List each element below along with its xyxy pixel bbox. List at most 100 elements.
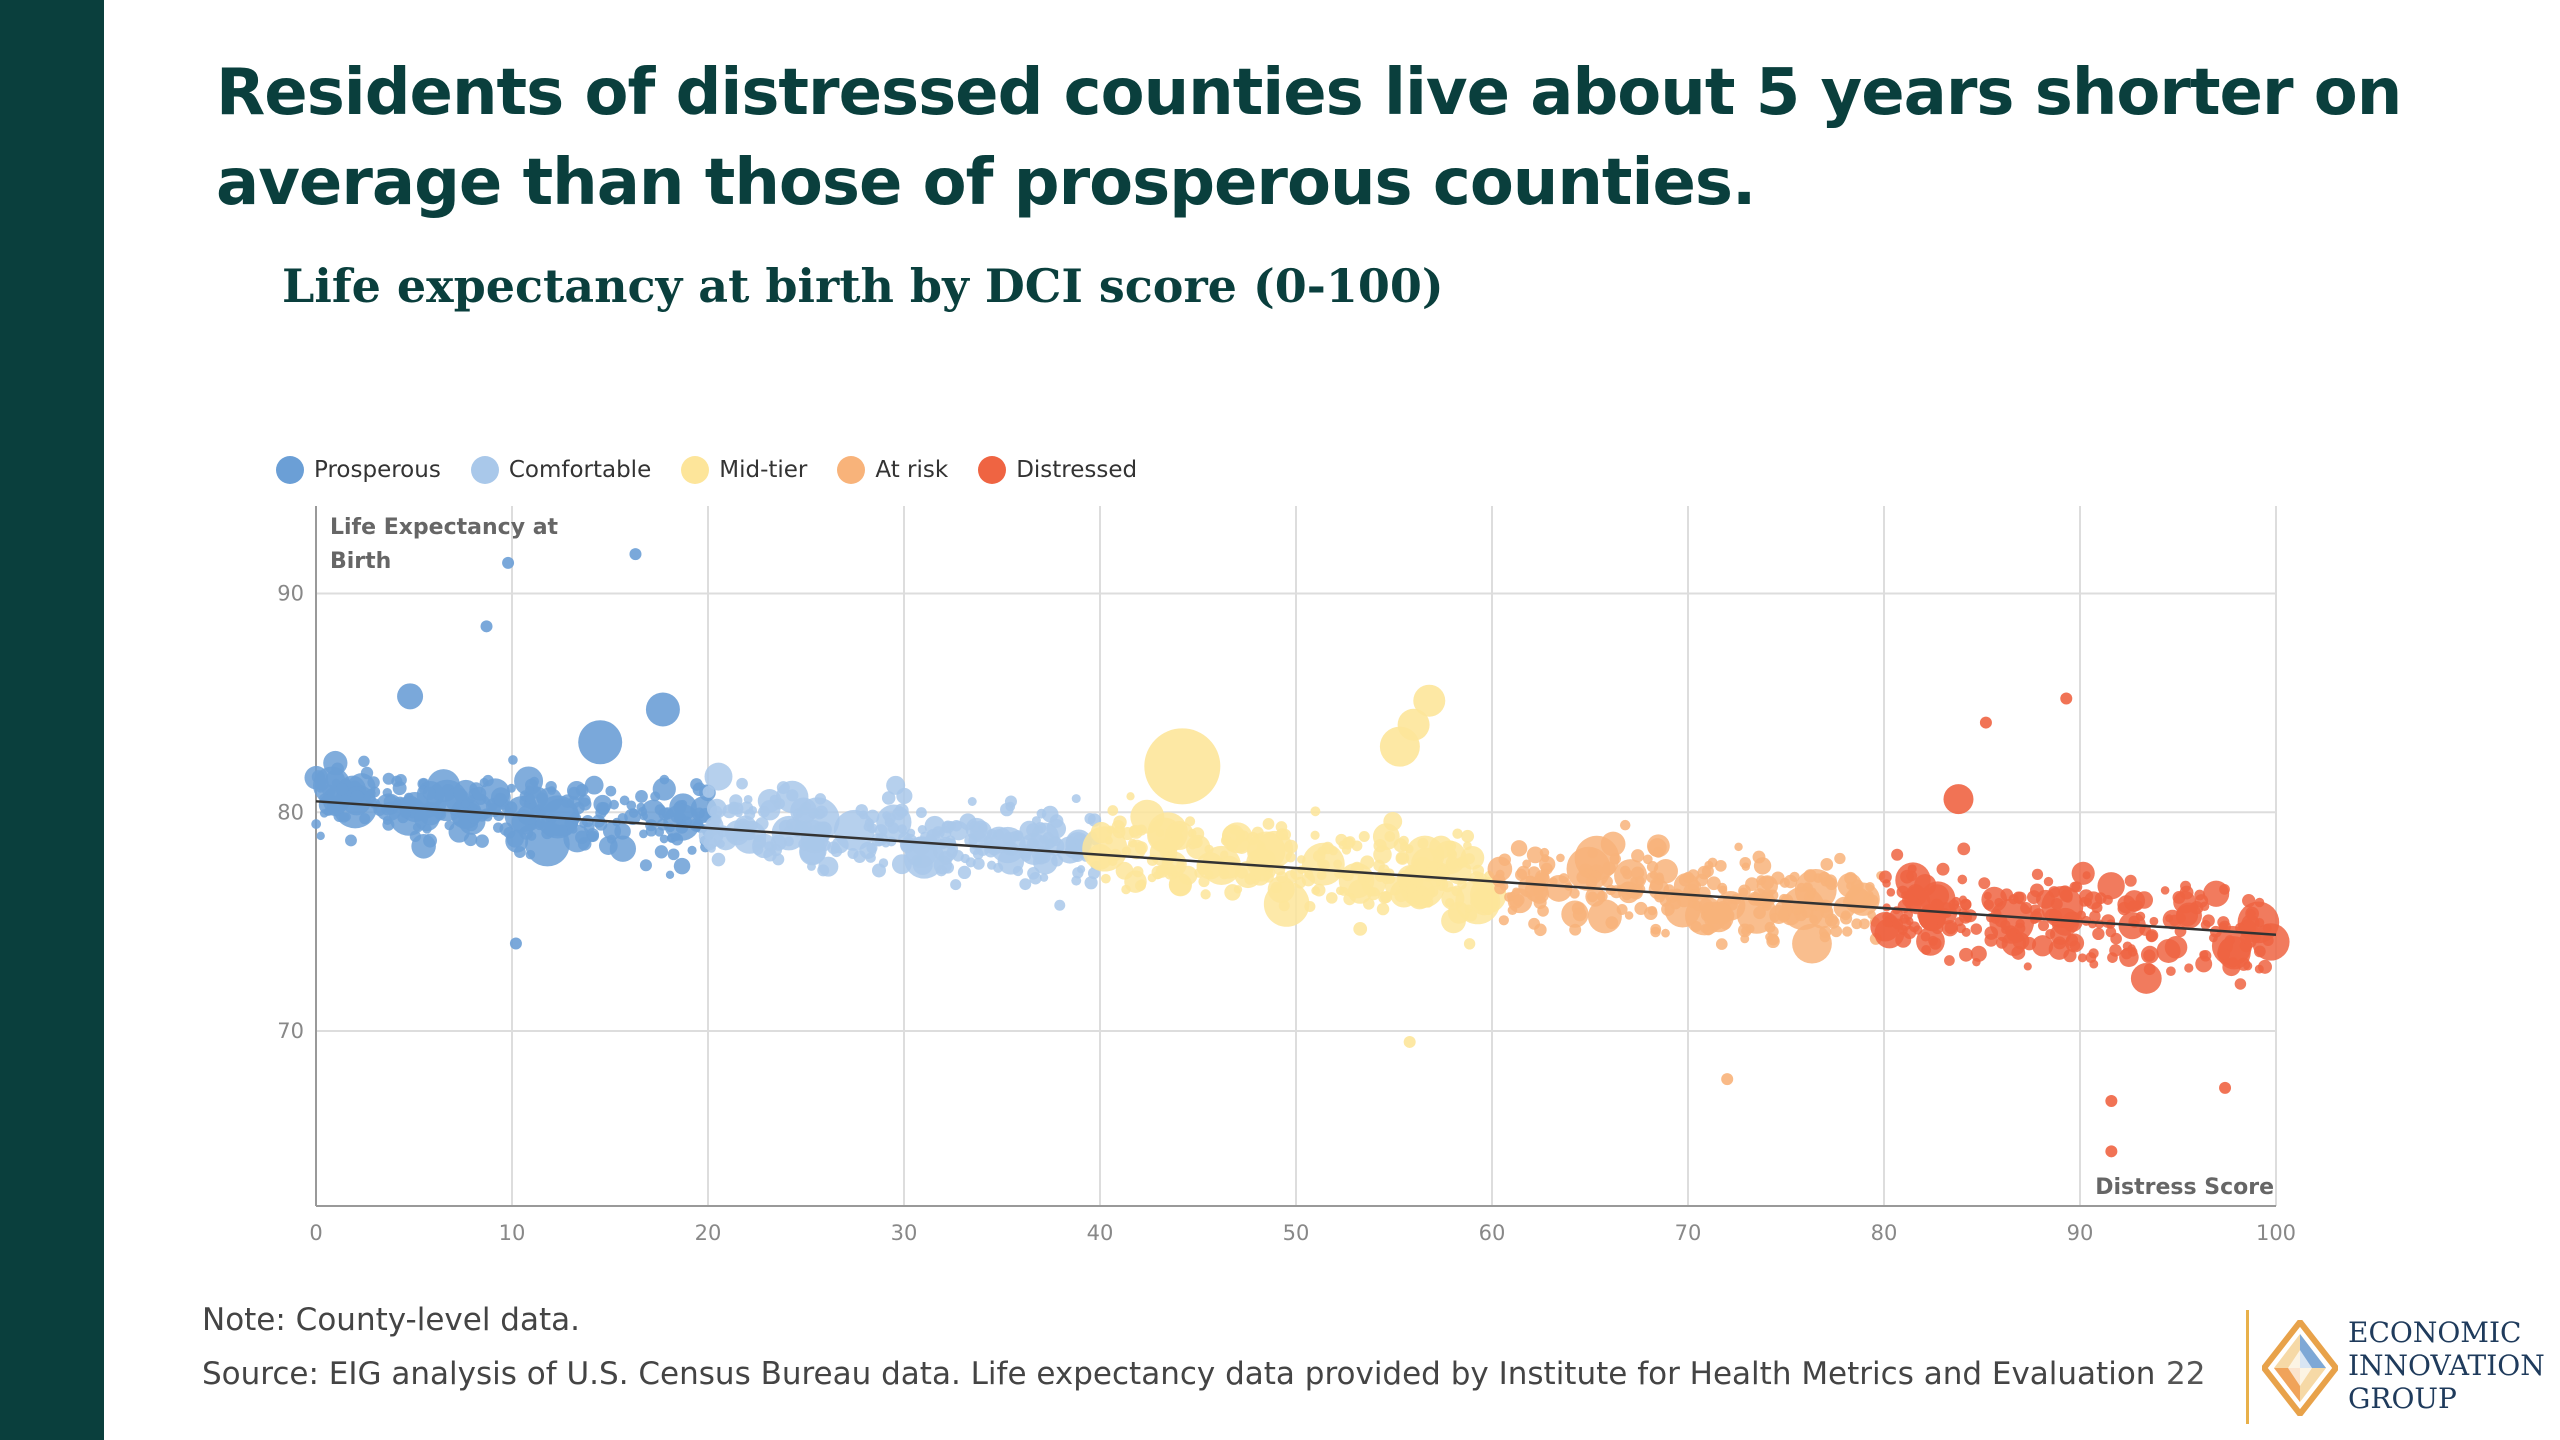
data-point	[598, 802, 611, 815]
x-tick-label: 90	[2067, 1221, 2094, 1245]
data-point	[1196, 852, 1224, 880]
data-point	[2164, 935, 2188, 959]
data-point	[1745, 877, 1759, 891]
legend-item[interactable]: Comfortable	[470, 456, 651, 484]
data-point	[1121, 846, 1132, 857]
data-point	[2254, 918, 2265, 928]
data-point	[1834, 852, 1846, 865]
data-point	[1084, 876, 1098, 890]
data-point	[1596, 890, 1608, 902]
data-point	[2162, 909, 2183, 930]
data-point	[1000, 802, 1014, 817]
data-point	[1761, 888, 1774, 901]
data-point	[1107, 805, 1119, 816]
data-point	[1769, 913, 1780, 923]
data-point	[1654, 891, 1666, 903]
eig-logo-icon	[2262, 1320, 2338, 1416]
data-point	[897, 824, 907, 834]
data-point	[1155, 864, 1169, 878]
data-point	[626, 800, 637, 811]
data-point	[1510, 840, 1528, 857]
data-point	[673, 857, 691, 875]
data-point	[859, 841, 877, 859]
data-point	[1951, 896, 1961, 907]
legend-item[interactable]: Mid-tier	[681, 456, 807, 484]
data-point-highlight	[509, 937, 522, 950]
data-point	[2107, 952, 2118, 963]
data-point	[2031, 868, 2044, 881]
data-point	[1907, 864, 1917, 874]
data-point	[1290, 866, 1304, 881]
data-point	[1013, 832, 1023, 842]
data-point	[1071, 875, 1082, 886]
legend-item[interactable]: Prosperous	[276, 456, 441, 484]
x-tick-label: 50	[1283, 1221, 1310, 1245]
data-point	[1159, 848, 1169, 858]
data-point	[2217, 936, 2251, 970]
data-point	[987, 842, 1001, 856]
data-point	[706, 798, 727, 819]
legend-label: At risk	[875, 457, 949, 483]
data-point-highlight	[1943, 784, 1974, 815]
data-point-highlight	[2105, 1095, 2118, 1107]
data-point	[808, 808, 819, 819]
data-point	[1587, 847, 1598, 859]
legend-swatch	[276, 456, 304, 484]
data-point	[1944, 955, 1955, 966]
data-point	[1026, 837, 1039, 850]
data-point	[1981, 886, 2008, 913]
data-point	[2089, 959, 2099, 969]
data-point	[311, 819, 322, 829]
data-point-highlight	[1379, 726, 1420, 767]
data-point	[1084, 813, 1096, 825]
data-point	[1944, 921, 1957, 935]
y-tick-label: 70	[277, 1019, 304, 1043]
legend-item[interactable]: At risk	[837, 456, 948, 484]
data-point	[1036, 808, 1047, 819]
data-point	[394, 773, 407, 786]
data-point	[1959, 947, 1973, 962]
data-point	[1463, 841, 1472, 851]
data-point	[1620, 865, 1631, 876]
data-point	[2234, 978, 2247, 990]
data-point	[1019, 820, 1040, 841]
data-point-highlight	[629, 548, 642, 561]
data-point	[847, 847, 859, 859]
data-point	[1233, 836, 1251, 854]
data-point	[2208, 933, 2218, 943]
data-point	[957, 865, 972, 880]
data-point	[1049, 814, 1064, 828]
headline-line-2: average than those of prosperous countie…	[216, 146, 1756, 220]
headline-line-1: Residents of distressed counties live ab…	[216, 56, 2402, 130]
data-point	[1892, 918, 1904, 930]
data-point	[1970, 945, 1987, 962]
data-point	[1602, 861, 1616, 876]
legend-item[interactable]: Distressed	[978, 456, 1137, 484]
data-point	[1498, 915, 1509, 926]
data-point	[1526, 846, 1544, 864]
data-point	[2140, 945, 2159, 964]
data-point	[1310, 806, 1321, 817]
data-point	[2160, 886, 2170, 895]
data-point	[1317, 859, 1326, 868]
data-point	[1585, 876, 1598, 889]
data-point-highlight	[1413, 684, 1446, 717]
data-point	[1362, 872, 1373, 883]
data-point	[1417, 837, 1429, 849]
data-point	[1267, 876, 1295, 904]
data-point	[681, 816, 693, 827]
data-point	[1906, 870, 1918, 882]
data-point	[2119, 947, 2139, 968]
data-point	[609, 799, 619, 810]
data-point	[635, 790, 648, 803]
data-point	[1631, 849, 1645, 863]
x-tick-label: 70	[1675, 1221, 1702, 1245]
data-point	[1616, 904, 1628, 916]
data-point	[1707, 876, 1721, 891]
data-point	[2173, 890, 2196, 914]
data-point	[1339, 886, 1349, 896]
data-point	[1204, 844, 1214, 854]
data-point	[1244, 873, 1256, 885]
data-point	[2245, 906, 2259, 921]
data-point	[525, 793, 536, 804]
